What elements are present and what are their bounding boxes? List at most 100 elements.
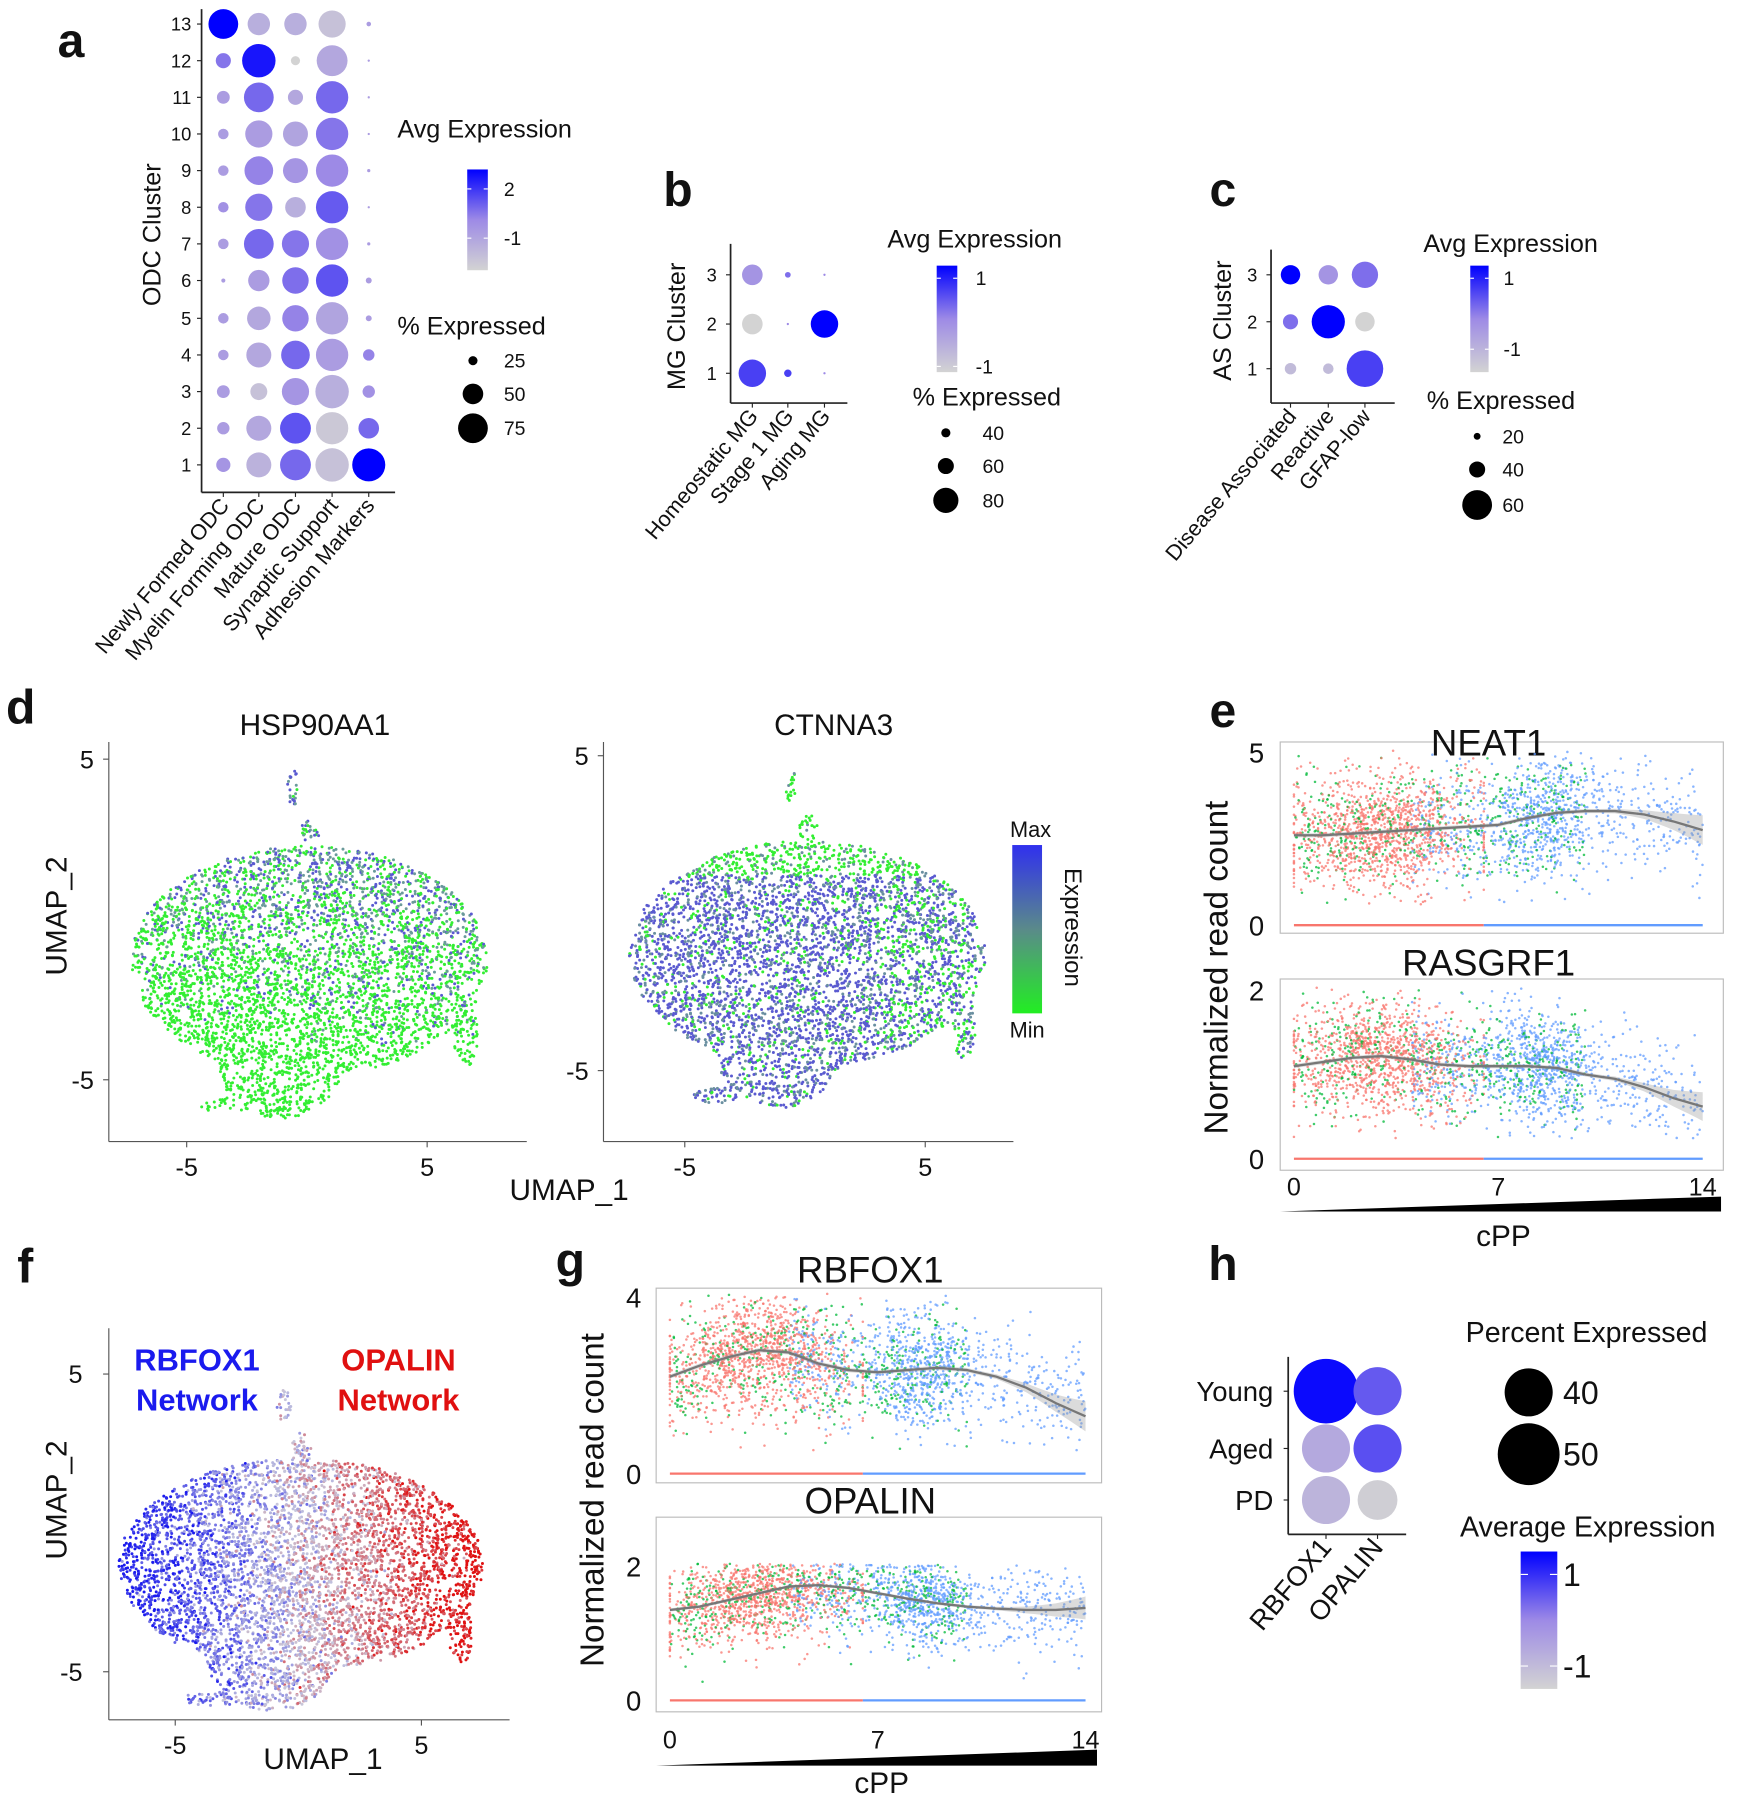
umap-point [443, 942, 446, 945]
umap-point [155, 964, 158, 967]
umap-point [335, 922, 338, 925]
umap-point [245, 1058, 248, 1061]
umap-point [189, 1042, 192, 1045]
umap-point [244, 974, 247, 977]
umap-point [440, 955, 443, 958]
umap-point [423, 934, 426, 937]
umap-point [283, 998, 286, 1001]
umap-point [388, 890, 391, 893]
umap-point [262, 873, 265, 876]
umap-point [318, 1066, 321, 1069]
umap-point [324, 1081, 327, 1084]
umap-point [389, 1028, 392, 1031]
umap-point [276, 1088, 279, 1091]
umap-point [200, 873, 203, 876]
umap-point [342, 955, 345, 958]
umap-point [252, 952, 255, 955]
umap-point [305, 1065, 308, 1068]
umap-point [254, 1031, 257, 1034]
umap-point [219, 967, 222, 970]
umap-point [325, 1011, 328, 1014]
umap-point [298, 957, 301, 960]
dot [367, 169, 370, 172]
umap-point [371, 971, 374, 974]
umap-point [331, 1011, 334, 1014]
umap-point [371, 952, 374, 955]
umap-point [351, 996, 354, 999]
umap-point [409, 890, 412, 893]
umap-point [430, 966, 433, 969]
umap-point [232, 914, 235, 917]
umap-point [234, 858, 237, 861]
umap-point [283, 927, 286, 930]
umap-point [323, 917, 326, 920]
umap-point [434, 987, 437, 990]
umap-point [389, 1035, 392, 1038]
umap-point [376, 994, 379, 997]
umap-point [273, 928, 276, 931]
umap-point [430, 987, 433, 990]
umap-point [380, 891, 383, 894]
umap-point [271, 880, 274, 883]
umap-point [330, 909, 333, 912]
umap-point [405, 975, 408, 978]
umap-point [249, 870, 252, 873]
umap-point [401, 1004, 404, 1007]
y-tick-label: PD [1235, 1485, 1273, 1516]
umap-point [379, 865, 382, 868]
umap-point [284, 965, 287, 968]
umap-point [336, 955, 339, 958]
umap-point [459, 956, 462, 959]
umap-point [439, 932, 442, 935]
umap-point [191, 909, 194, 912]
umap-point [227, 947, 230, 950]
umap-point [257, 1097, 260, 1100]
umap-point [440, 1012, 443, 1015]
umap-point [286, 891, 289, 894]
umap-point [257, 1027, 260, 1030]
umap-point [457, 981, 460, 984]
figure: ab cd ef g h13121110987654321Newly Formed OD… [0, 0, 1752, 1800]
umap-point [307, 1071, 310, 1074]
umap-point [421, 1042, 424, 1045]
umap-point [462, 913, 465, 916]
umap-point [244, 1001, 247, 1004]
umap-point [251, 950, 254, 953]
umap-point [306, 927, 309, 930]
umap-point [446, 928, 449, 931]
umap-point [342, 858, 345, 861]
umap-point [417, 978, 420, 981]
umap-point [310, 997, 313, 1000]
dot [282, 267, 308, 293]
umap-point [416, 948, 419, 951]
umap-point [446, 931, 449, 934]
umap-point [183, 942, 186, 945]
umap-point [157, 947, 160, 950]
umap-point [293, 938, 296, 941]
umap-point [221, 964, 224, 967]
umap-point [222, 879, 225, 882]
umap-point [262, 1003, 265, 1006]
umap-point [214, 1032, 217, 1035]
umap-point [249, 860, 252, 863]
umap-point [304, 828, 307, 831]
umap-point [873, 889, 876, 892]
umap-point [358, 903, 361, 906]
umap-point [318, 1050, 321, 1053]
umap-point [398, 1007, 401, 1010]
umap-point [361, 907, 364, 910]
umap-point [408, 1042, 411, 1045]
umap-point [346, 960, 349, 963]
umap-point [293, 1004, 296, 1007]
umap-point [236, 1072, 239, 1075]
umap-point [310, 1022, 313, 1025]
umap-point [449, 993, 452, 996]
umap-point [365, 969, 368, 972]
umap-point [313, 859, 316, 862]
umap-point [431, 959, 434, 962]
umap-point [336, 997, 339, 1000]
umap-point [453, 982, 456, 985]
umap-point [220, 951, 223, 954]
umap-point [200, 931, 203, 934]
umap-point [297, 1114, 300, 1117]
